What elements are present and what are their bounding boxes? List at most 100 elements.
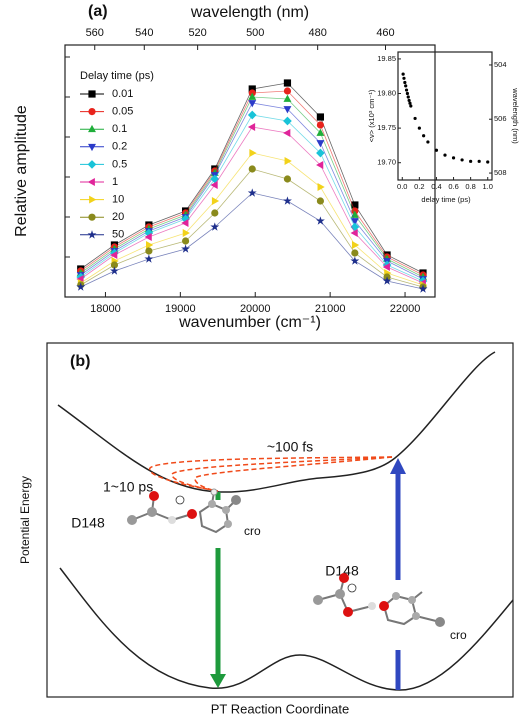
marker <box>76 275 84 283</box>
inset-y-title: <ν> (x10³ cm⁻¹) <box>367 89 376 142</box>
marker <box>351 249 359 257</box>
x2-tick-label: 480 <box>308 27 326 39</box>
x-tick-label: 19000 <box>165 303 196 315</box>
y-axis-title: Relative amplitude <box>13 105 30 237</box>
annotation: ~100 fs <box>267 439 313 455</box>
marker <box>88 90 96 98</box>
y-axis-title: Potential Energy <box>18 476 32 564</box>
marker <box>316 197 325 205</box>
excited-state-curve <box>57 351 496 493</box>
marker <box>316 128 325 136</box>
panel-label: (b) <box>70 353 90 370</box>
inset-y-tick-label: 19.75 <box>377 123 396 132</box>
legend-label: 0.2 <box>112 141 127 153</box>
inset-y-tick-label: 19.70 <box>377 158 396 167</box>
inset-x-tick-label: 0.0 <box>397 182 407 191</box>
marker <box>316 113 325 121</box>
x2-tick-label: 520 <box>188 27 206 39</box>
x2-tick-label: 560 <box>86 27 104 39</box>
legend-label: 0.5 <box>112 158 127 170</box>
marker <box>283 129 291 137</box>
inset-y2-tick-label: 504 <box>494 60 507 69</box>
inset-y2-tick-label: 506 <box>494 114 507 123</box>
inset-x-tick-label: 0.2 <box>414 182 424 191</box>
point <box>434 148 439 152</box>
inset-x-tick-label: 1.0 <box>483 182 493 191</box>
point <box>417 126 421 130</box>
marker <box>145 247 153 255</box>
marker <box>248 165 256 173</box>
marker <box>109 266 119 275</box>
point <box>469 159 473 163</box>
marker <box>316 148 325 158</box>
inset-frame <box>397 51 493 181</box>
x-tick-label: 22000 <box>390 303 421 315</box>
x2-tick-label: 460 <box>376 27 394 39</box>
marker <box>181 219 189 227</box>
molecule-label: D148 <box>325 563 359 579</box>
diagram: (b) ~100 fs 1~10 ps D148 cro D148 cro Po… <box>18 342 514 716</box>
marker <box>316 121 325 129</box>
legend-label: 20 <box>112 211 124 223</box>
inset-y2-tick-label: 508 <box>494 168 507 177</box>
marker <box>283 87 292 95</box>
ground-state-curve <box>59 567 514 691</box>
marker <box>418 284 428 293</box>
inset-y2-title: wavelength (nm) <box>511 87 520 144</box>
molecule-label: D148 <box>71 515 105 531</box>
marker <box>110 251 118 259</box>
marker <box>247 123 256 131</box>
point <box>451 156 456 160</box>
marker <box>144 254 154 263</box>
arrow-head <box>210 674 226 688</box>
marker <box>249 149 257 157</box>
marker <box>283 175 292 183</box>
marker <box>146 241 154 249</box>
marker <box>282 196 292 205</box>
marker <box>248 92 257 100</box>
marker <box>89 195 97 204</box>
marker <box>316 140 325 148</box>
marker <box>182 229 190 237</box>
x2-tick-label: 540 <box>135 27 153 39</box>
marker <box>283 79 292 87</box>
marker <box>247 110 257 120</box>
x-axis-title: PT Reaction Coordinate <box>211 701 350 716</box>
marker <box>211 197 220 205</box>
point <box>404 84 408 88</box>
inset-x-title: delay time (ps) <box>421 195 471 204</box>
legend-label: 1 <box>112 176 118 188</box>
x2-tick-label: 500 <box>246 27 264 39</box>
marker <box>87 178 95 186</box>
marker <box>284 157 292 165</box>
marker <box>382 263 390 271</box>
marker <box>283 106 292 114</box>
annotation: 1~10 ps <box>103 479 153 495</box>
plot-frame <box>64 44 436 298</box>
point <box>407 98 411 103</box>
inset-x-tick-label: 0.4 <box>431 182 441 191</box>
marker <box>211 209 219 217</box>
point <box>443 153 447 157</box>
marker <box>110 261 119 269</box>
molecule-label: cro <box>244 524 261 538</box>
marker <box>88 124 96 133</box>
point <box>402 76 406 80</box>
legend-title: Delay time (ps) <box>80 70 154 82</box>
arrow-head <box>390 458 406 474</box>
molecule <box>127 488 241 534</box>
point <box>408 101 412 105</box>
inset-y-tick-label: 19.85 <box>377 54 396 63</box>
point <box>426 140 430 144</box>
marker <box>144 233 152 241</box>
marker <box>87 230 97 239</box>
inset-x-tick-label: 0.6 <box>448 182 458 191</box>
inset-y-tick-label: 19.80 <box>377 88 396 97</box>
marker <box>210 222 220 231</box>
marker <box>317 183 325 191</box>
marker <box>382 276 392 285</box>
marker <box>181 237 190 245</box>
legend-label: 0.05 <box>112 106 133 118</box>
point <box>486 160 490 164</box>
